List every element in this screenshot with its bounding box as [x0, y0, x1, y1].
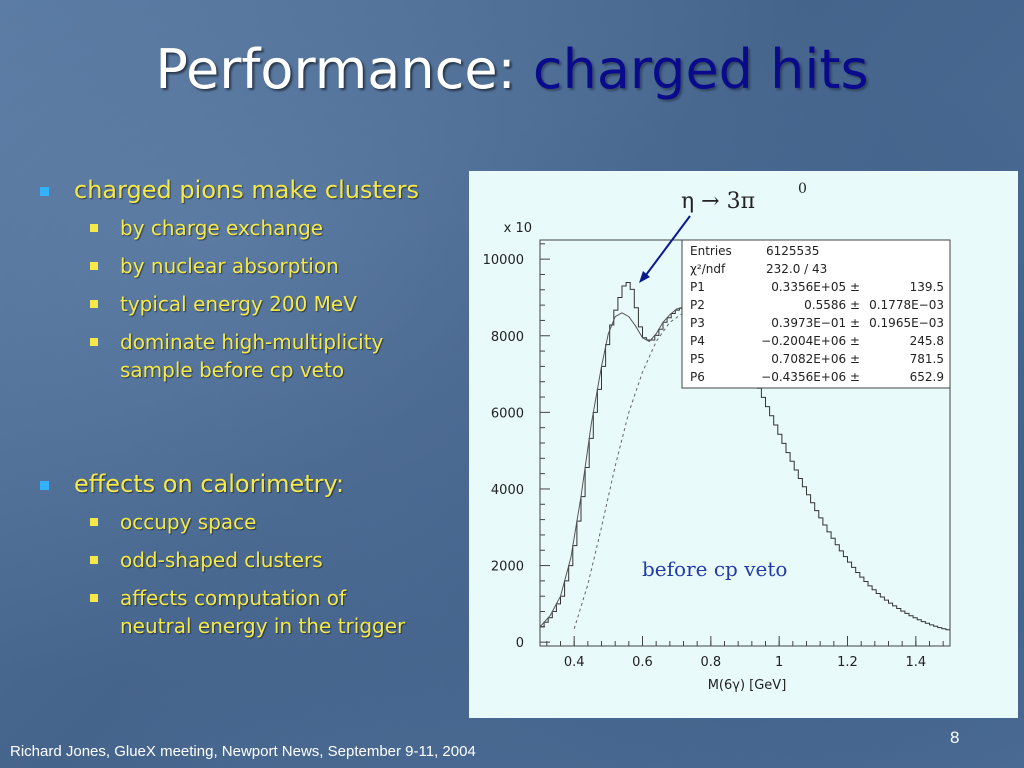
y-tick-label: 6000	[491, 406, 524, 421]
bullet-level2: affects computation of neutral energy in …	[36, 584, 456, 640]
title-accent: charged hits	[532, 38, 869, 101]
x-tick-label: 1.2	[837, 655, 858, 670]
bullet-text: typical energy 200 MeV	[120, 292, 357, 316]
stats-error: 781.5	[910, 352, 944, 366]
bullet-text: effects on calorimetry:	[74, 470, 345, 498]
bullet-level2: by charge exchange	[36, 214, 456, 242]
histogram-chart: 0 2000 4000 6000 8000 10000 0.4 0.6 0.8 1 1.2 1.4 x …	[483, 181, 951, 693]
stats-value: −0.4356E+06 ±	[761, 370, 860, 384]
x-tick-label: 1.4	[905, 655, 926, 670]
stats-label: χ²/ndf	[690, 262, 726, 276]
bullet-marker-icon	[90, 224, 98, 232]
stats-value: 0.3356E+05 ±	[771, 280, 860, 294]
stats-label: P4	[690, 334, 705, 348]
y-tick-label: 8000	[491, 330, 524, 345]
bullet-list: charged pions make clusters by charge ex…	[36, 176, 456, 650]
annotation-arrowhead	[639, 271, 650, 283]
y-tick-label: 10000	[483, 253, 524, 268]
page-number: 8	[950, 728, 960, 747]
x-tick-label: 0.8	[700, 655, 721, 670]
stats-value: 0.7082E+06 ±	[771, 352, 860, 366]
stats-error: 139.5	[910, 280, 944, 294]
bullet-text: charged pions make clusters	[74, 176, 419, 204]
bullet-level2: odd-shaped clusters	[36, 546, 456, 574]
x-axis-label: M(6γ) [GeV]	[708, 678, 787, 693]
bullet-text: dominate high-multiplicity	[120, 330, 384, 354]
eta-annotation: η → 3π	[681, 189, 755, 214]
bullet-marker-icon	[90, 556, 98, 564]
stats-label: Entries	[690, 244, 732, 258]
bullet-marker-icon	[90, 594, 98, 602]
annotation-arrow	[642, 215, 691, 280]
stats-box	[681, 239, 951, 389]
bullet-text: affects computation of	[120, 586, 347, 610]
stats-label: P3	[690, 316, 705, 330]
bullet-text: occupy space	[120, 510, 257, 534]
bullet-marker-icon	[90, 518, 98, 526]
footer-text: Richard Jones, GlueX meeting, Newport Ne…	[10, 743, 476, 760]
eta-annotation-superscript: 0	[798, 181, 807, 197]
title-main: Performance:	[155, 38, 533, 101]
stats-error: 652.9	[910, 370, 944, 384]
bullet-text: neutral energy in the trigger	[120, 614, 406, 638]
bullet-level2: by nuclear absorption	[36, 252, 456, 280]
bullet-text: by charge exchange	[120, 216, 324, 240]
stats-error: 245.8	[910, 334, 944, 348]
bullet-text: sample before cp veto	[120, 358, 345, 382]
y-tick-label: 2000	[491, 560, 524, 575]
histogram-panel: 0 2000 4000 6000 8000 10000 0.4 0.6 0.8 1 1.2 1.4 x …	[469, 171, 1018, 718]
stats-value: 0.3973E−01 ±	[771, 316, 860, 330]
bullet-marker-icon	[40, 187, 49, 196]
stats-value: 232.0 / 43	[766, 262, 827, 276]
x-tick-label: 0.4	[564, 655, 585, 670]
bullet-level2: dominate high-multiplicity sample before …	[36, 328, 456, 384]
stats-value: −0.2004E+06 ±	[761, 334, 860, 348]
slide-title: Performance: charged hits	[0, 38, 1024, 101]
x-tick-label: 0.6	[632, 655, 653, 670]
stats-error: 0.1965E−03	[869, 316, 944, 330]
stats-label: P6	[690, 370, 705, 384]
stats-value: 0.5586 ±	[804, 298, 860, 312]
y-tick-label: 0	[516, 636, 524, 651]
x-tick-label: 1	[775, 655, 783, 670]
bullet-marker-icon	[40, 481, 49, 490]
bullet-level1: effects on calorimetry:	[36, 470, 456, 498]
stats-label: P2	[690, 298, 705, 312]
stats-label: P1	[690, 280, 705, 294]
before-cp-veto-annotation: before cp veto	[642, 557, 787, 581]
bullet-level2: typical energy 200 MeV	[36, 290, 456, 318]
y-tick-label: 4000	[491, 483, 524, 498]
stats-value: 6125535	[766, 244, 819, 258]
bullet-marker-icon	[90, 338, 98, 346]
y-multiplier-label: x 10	[504, 221, 532, 236]
bullet-text: odd-shaped clusters	[120, 548, 323, 572]
background-curve	[573, 308, 766, 629]
stats-label: P5	[690, 352, 705, 366]
stats-error: 0.1778E−03	[869, 298, 944, 312]
bullet-level2: occupy space	[36, 508, 456, 536]
bullet-marker-icon	[90, 262, 98, 270]
bullet-marker-icon	[90, 300, 98, 308]
bullet-text: by nuclear absorption	[120, 254, 339, 278]
bullet-level1: charged pions make clusters	[36, 176, 456, 204]
